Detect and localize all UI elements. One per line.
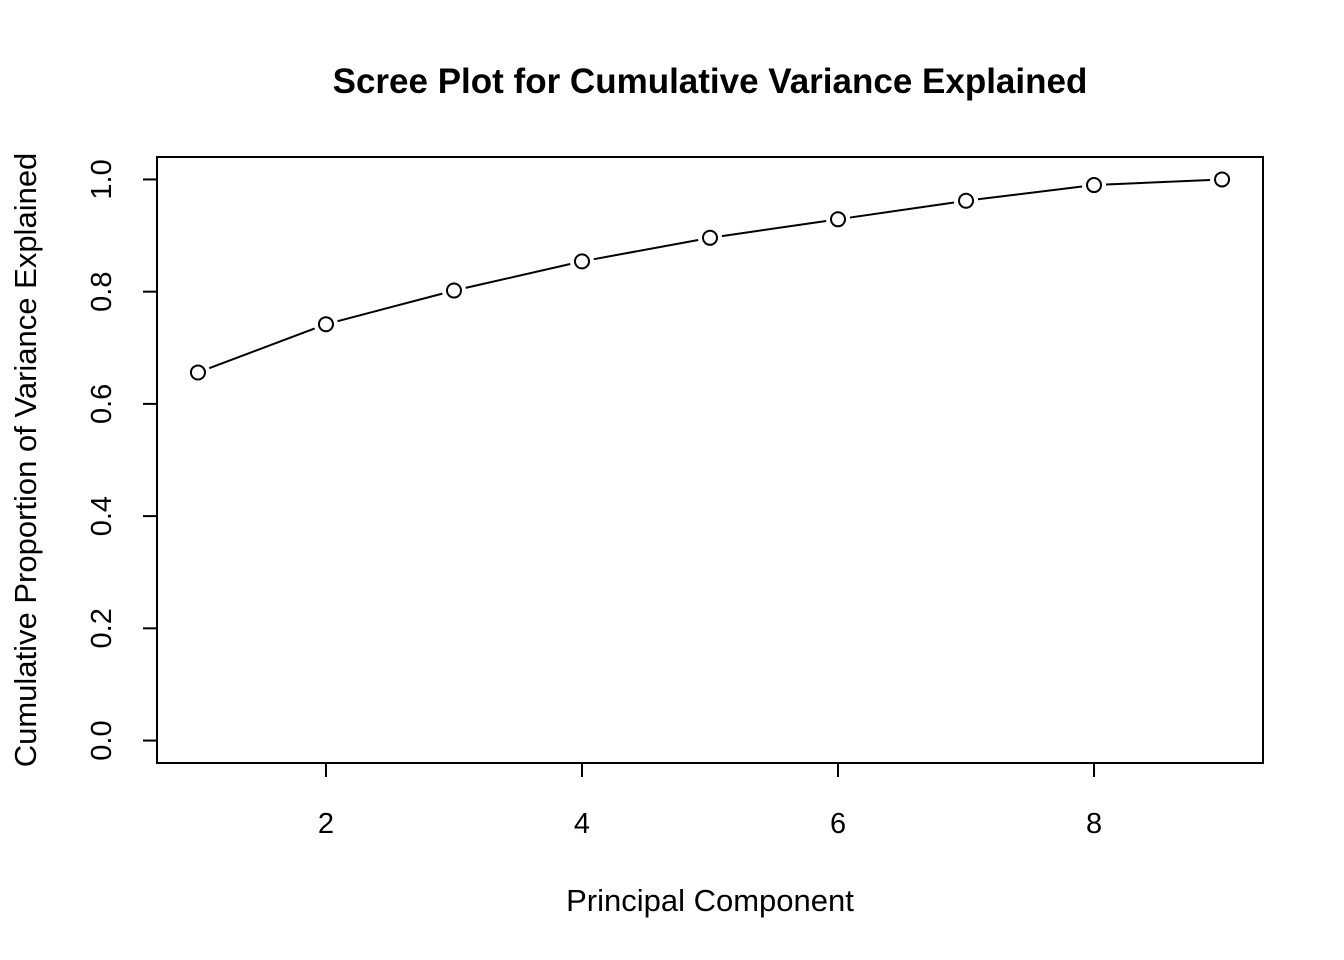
series-line-segment [1105, 178, 1211, 186]
series-line-segment [721, 220, 827, 238]
series-line-segment [208, 327, 316, 370]
y-axis-label: Cumulative Proportion of Variance Explai… [8, 153, 43, 768]
data-point [573, 253, 590, 270]
y-tick-label: 0.6 [86, 384, 118, 424]
x-tick-label: 8 [1086, 808, 1102, 840]
data-point [189, 364, 206, 381]
x-tick-label: 4 [574, 808, 590, 840]
x-axis: 2 4 6 8 [318, 763, 1102, 840]
plot-frame [156, 156, 1264, 764]
series-group [189, 171, 1231, 381]
data-point [958, 192, 975, 209]
data-point [1086, 177, 1103, 194]
series-line-segment [849, 201, 955, 219]
data-point [1214, 171, 1231, 188]
series-line-segment [977, 185, 1083, 201]
y-tick-label: 0.0 [86, 720, 118, 760]
chart-title: Scree Plot for Cumulative Variance Expla… [333, 62, 1088, 101]
x-tick-label: 6 [830, 808, 846, 840]
series-line-segment [337, 292, 443, 323]
data-point [702, 229, 718, 246]
series-line-segment [593, 238, 699, 261]
x-tick-label: 2 [318, 808, 334, 840]
y-axis: 0.0 0.2 0.4 0.6 0.8 1.0 [86, 159, 157, 761]
y-tick-label: 0.8 [86, 272, 118, 312]
data-point [830, 211, 847, 228]
y-tick-label: 0.2 [86, 608, 118, 648]
x-axis-label: Principal Component [566, 883, 854, 918]
y-tick-label: 0.4 [86, 496, 118, 536]
y-tick-label: 1.0 [86, 159, 118, 199]
data-point [317, 316, 334, 333]
data-point [445, 282, 462, 299]
series-line-segment [465, 263, 571, 289]
